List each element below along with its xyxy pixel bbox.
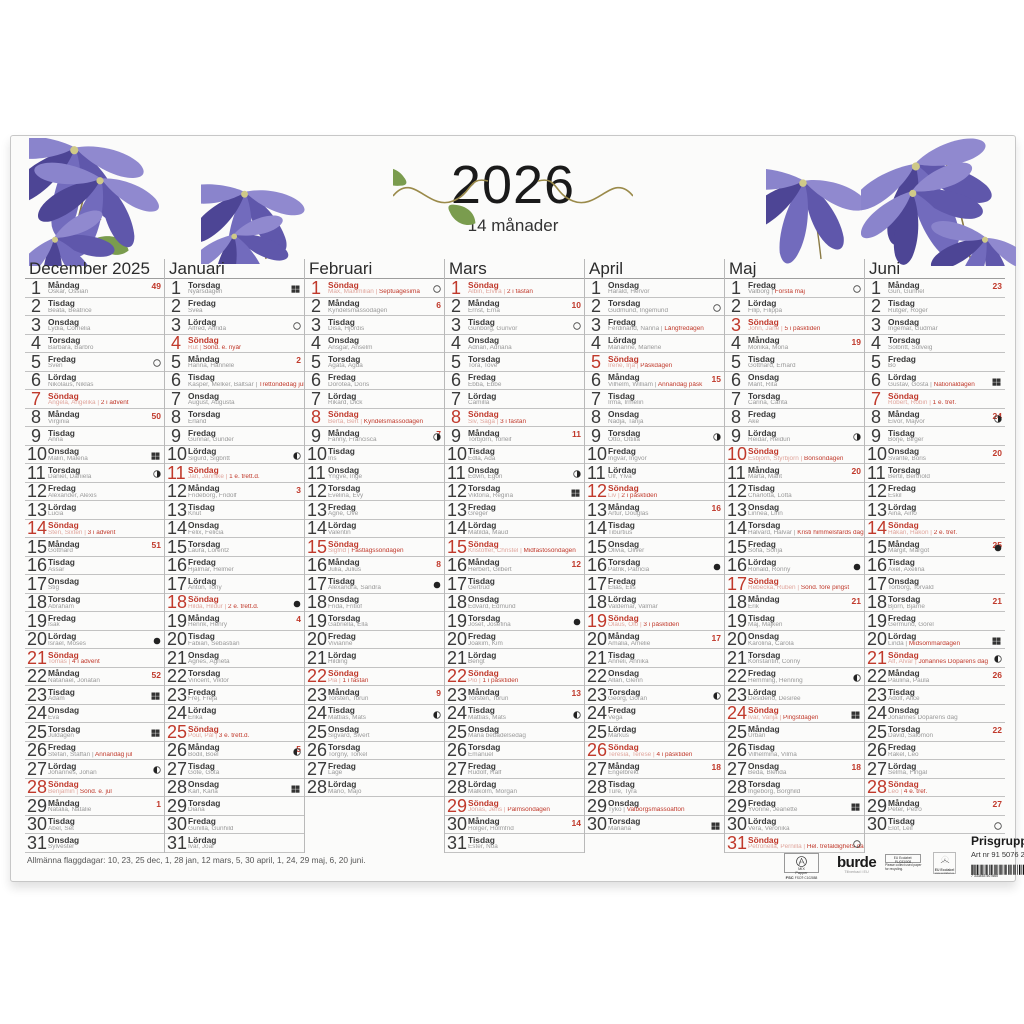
svg-text:7 333453 507660: 7 333453 507660 — [971, 874, 998, 878]
